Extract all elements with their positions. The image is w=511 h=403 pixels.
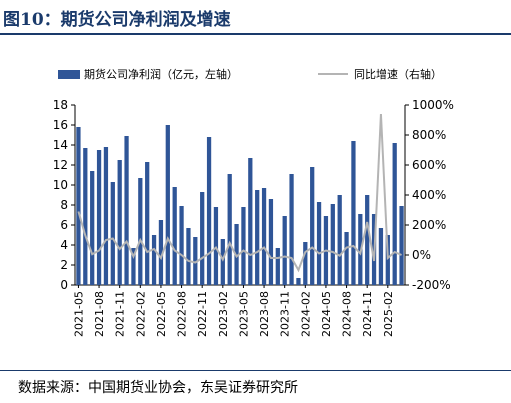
chart-svg: 0 2 4 6 8 10 12 14 16 18 -200% 0% 200% 400% 600% 800% 10… xyxy=(53,98,454,337)
y-tick-label-left: 10 xyxy=(53,178,68,192)
bar-profit xyxy=(151,235,157,285)
y-tick-label-left: 6 xyxy=(60,218,68,232)
legend-item-profit: 期货公司净利润（亿元，左轴） xyxy=(58,66,238,82)
bar-profit xyxy=(158,220,164,285)
y-tick-label-left: 18 xyxy=(53,98,68,112)
y-tick-label-right: 800% xyxy=(412,128,446,142)
bar-profit xyxy=(110,182,115,285)
bar-profit xyxy=(296,278,301,285)
bar-profit xyxy=(165,125,170,285)
chart-area: 0 2 4 6 8 10 12 14 16 18 -200% 0% 200% 400% 600% 800% 10… xyxy=(0,90,511,340)
bar-profit xyxy=(282,216,287,285)
bar-profit xyxy=(213,207,219,285)
y-tick-label-right: 1000% xyxy=(412,98,454,112)
y-tick-label-left: 14 xyxy=(53,138,68,152)
bar-profit xyxy=(206,137,212,285)
x-tick-label: 2023-08 xyxy=(258,291,271,337)
bar-profit xyxy=(310,167,315,285)
bar-profit xyxy=(351,141,356,285)
bar-profit xyxy=(117,160,122,285)
x-tick-label: 2022-02 xyxy=(134,291,147,337)
x-tick-label: 2024-02 xyxy=(299,291,312,337)
legend-swatch-bar xyxy=(58,69,80,79)
x-tick-label: 2022-05 xyxy=(155,291,168,337)
bar-profit xyxy=(124,136,129,285)
y-tick-label-left: 0 xyxy=(60,278,68,292)
legend-item-growth: 同比增速（右轴） xyxy=(318,66,442,82)
title-bar: 图10：期货公司净利润及增速 xyxy=(0,0,511,35)
y-tick-label-left: 4 xyxy=(60,238,68,252)
bar-profit xyxy=(303,242,308,285)
y-tick-label-right: -200% xyxy=(412,278,451,292)
legend-swatch-line xyxy=(318,73,348,75)
bar-profit xyxy=(186,228,191,285)
bar-profit xyxy=(268,199,274,285)
bar-profit xyxy=(103,147,109,285)
x-tick-label: 2023-05 xyxy=(237,291,250,337)
bar-profit xyxy=(76,127,81,285)
x-tick-label: 2022-11 xyxy=(196,291,209,337)
bar-profit xyxy=(179,206,184,285)
y-tick-label-right: 200% xyxy=(412,218,446,232)
x-tick-label: 2022-08 xyxy=(176,291,189,337)
bar-profit xyxy=(96,150,102,285)
x-tick-label: 2021-08 xyxy=(93,291,106,337)
x-tick-label: 2021-05 xyxy=(72,291,85,337)
y-tick-label-right: 600% xyxy=(412,158,446,172)
bar-profit xyxy=(399,206,404,285)
legend-label-profit: 期货公司净利润（亿元，左轴） xyxy=(84,68,238,81)
bar-profit xyxy=(241,207,246,285)
source-divider xyxy=(0,370,511,371)
bar-profit xyxy=(220,239,225,285)
bar-profit xyxy=(316,202,322,285)
bar-profit xyxy=(227,174,232,285)
source-note: 数据来源：中国期货业协会，东吴证券研究所 xyxy=(18,380,298,396)
x-tick-label: 2021-11 xyxy=(114,291,127,337)
bar-profit xyxy=(83,148,88,285)
x-tick-label: 2025-02 xyxy=(382,291,395,337)
bar-profit xyxy=(378,228,384,285)
bar-profit xyxy=(275,248,280,285)
y-tick-label-left: 8 xyxy=(60,198,68,212)
bar-profit xyxy=(261,188,267,285)
bar-profit xyxy=(392,143,397,285)
bar-profit xyxy=(172,187,177,285)
bar-profit xyxy=(90,171,95,285)
line-growth xyxy=(77,113,402,273)
bar-profit xyxy=(131,248,136,285)
bar-profit xyxy=(200,192,205,285)
y-tick-label-left: 16 xyxy=(53,118,68,132)
x-tick-label: 2023-02 xyxy=(217,291,230,337)
x-tick-label: 2024-08 xyxy=(341,291,354,337)
bar-profit xyxy=(193,237,198,285)
bar-profit xyxy=(385,235,390,285)
title-divider xyxy=(0,33,511,35)
bar-profit xyxy=(255,190,260,285)
x-tick-label: 2024-05 xyxy=(320,291,333,337)
y-tick-label-left: 2 xyxy=(60,258,68,272)
chart-title: 图10：期货公司净利润及增速 xyxy=(3,10,231,30)
y-tick-label-right: 400% xyxy=(412,188,446,202)
bar-profit xyxy=(289,174,294,285)
bar-profit xyxy=(365,195,370,285)
legend: 期货公司净利润（亿元，左轴） 同比增速（右轴） xyxy=(0,66,511,86)
legend-label-growth: 同比增速（右轴） xyxy=(354,68,442,81)
bar-profit xyxy=(344,232,349,285)
x-tick-label: 2023-11 xyxy=(279,291,292,337)
bar-profit xyxy=(248,158,253,285)
bar-profit xyxy=(337,195,342,285)
bar-profit xyxy=(145,162,150,285)
x-tick-label: 2024-11 xyxy=(361,291,374,337)
bar-profit xyxy=(138,178,143,285)
y-tick-label-right: 0% xyxy=(412,248,431,262)
bar-profit xyxy=(330,204,335,285)
y-tick-label-left: 12 xyxy=(53,158,68,172)
